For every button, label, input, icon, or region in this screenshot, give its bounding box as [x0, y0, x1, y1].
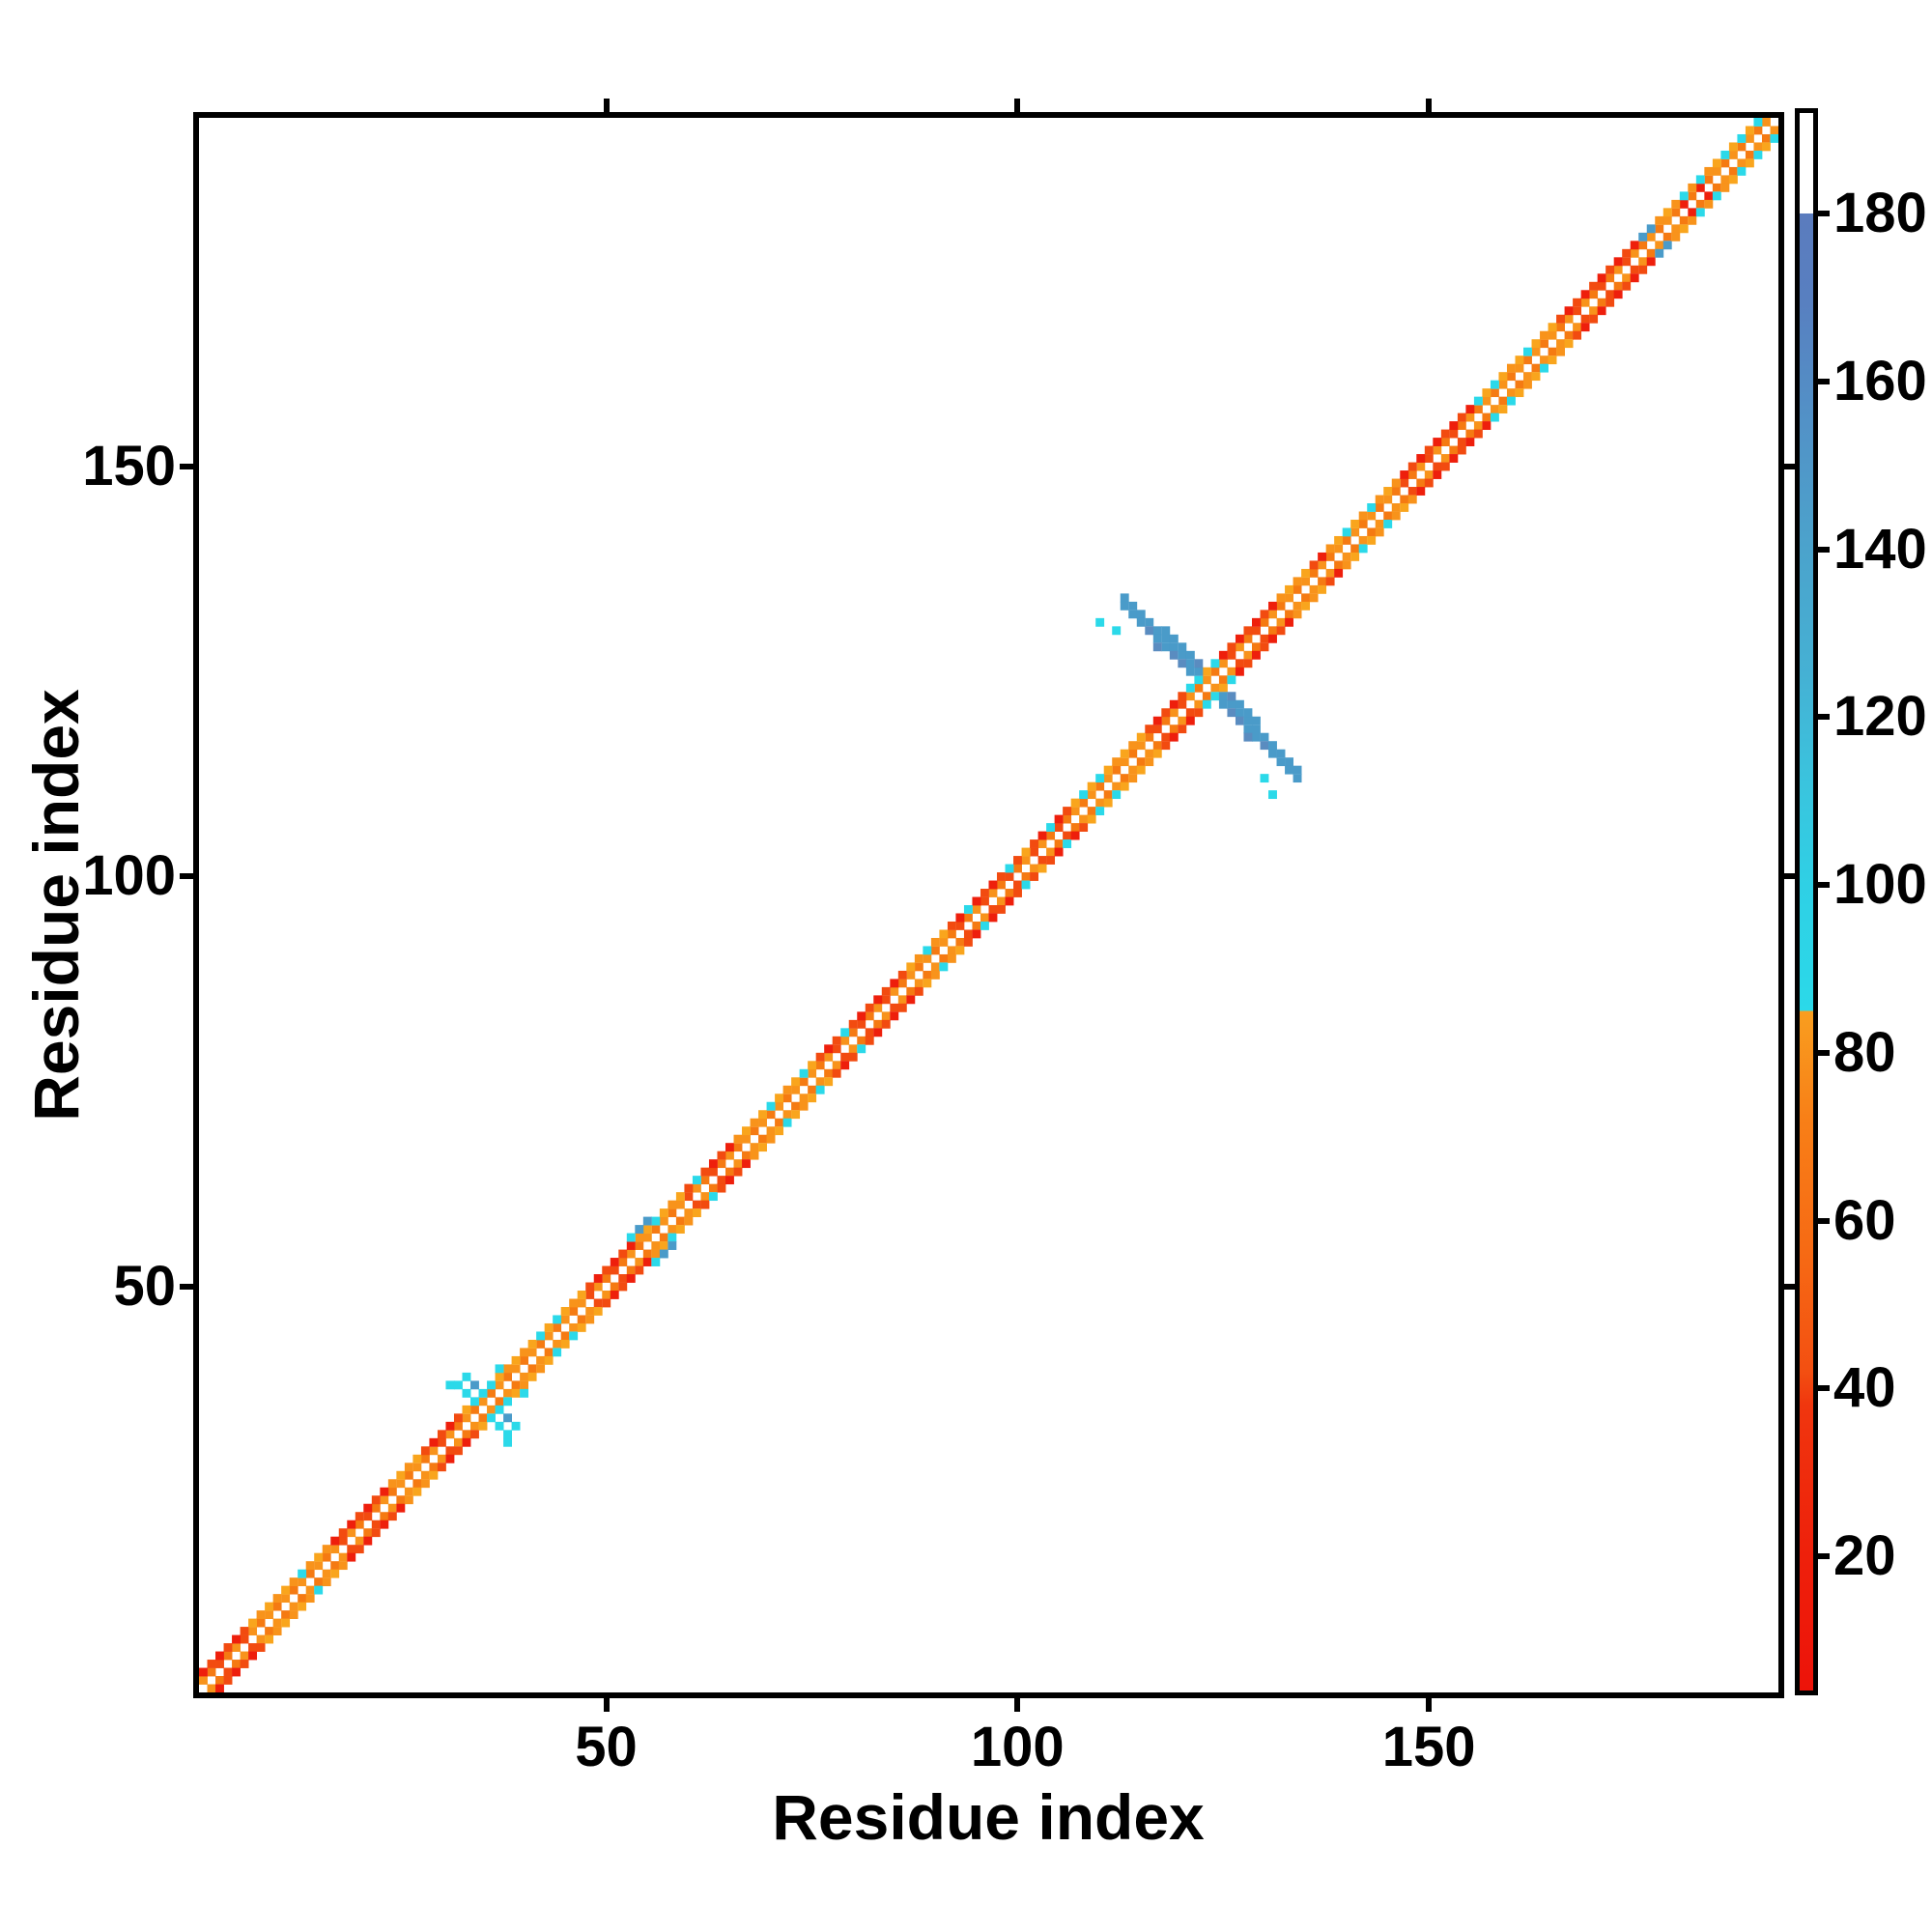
colorbar-tick-label: 40	[1833, 1356, 1896, 1420]
colorbar-tick	[1818, 211, 1830, 217]
colorbar-tick-label: 160	[1833, 349, 1927, 412]
colorbar-tick	[1818, 1217, 1830, 1224]
colorbar-tick-label: 100	[1833, 853, 1927, 917]
y-axis-tick-label: 150	[82, 434, 176, 497]
y-axis-tick-right	[1784, 1283, 1795, 1290]
x-axis-tick	[1426, 1698, 1433, 1712]
y-axis-tick	[180, 1283, 193, 1290]
x-axis-title: Residue index	[772, 1781, 1205, 1853]
colorbar-tick	[1818, 378, 1830, 384]
y-axis-tick-right	[1784, 873, 1795, 880]
x-axis-tick-label: 50	[575, 1716, 638, 1778]
colorbar-tick-label: 20	[1833, 1524, 1896, 1588]
x-axis-tick-top	[603, 99, 610, 112]
colorbar-tick	[1818, 1553, 1830, 1560]
x-axis-tick-label: 100	[970, 1716, 1065, 1778]
colorbar-tick	[1818, 714, 1830, 721]
x-axis-tick	[1014, 1698, 1021, 1712]
y-axis-tick-label: 50	[113, 1254, 176, 1318]
colorbar-gradient	[1800, 113, 1813, 1690]
x-axis-tick-label: 150	[1381, 1716, 1476, 1778]
y-axis-tick-label: 100	[82, 844, 176, 908]
y-axis-tick-right	[1784, 463, 1795, 469]
plot-area	[193, 112, 1784, 1698]
colorbar-tick-label: 80	[1833, 1020, 1896, 1084]
colorbar	[1795, 108, 1818, 1695]
colorbar-tick-label: 60	[1833, 1188, 1896, 1252]
colorbar-tick	[1818, 882, 1830, 889]
y-axis-title: Residue index	[20, 689, 92, 1122]
colorbar-tick	[1818, 1385, 1830, 1392]
x-axis-tick-top	[1426, 99, 1433, 112]
y-axis-tick	[180, 873, 193, 880]
colorbar-tick-label: 180	[1833, 182, 1927, 245]
colorbar-tick	[1818, 1049, 1830, 1056]
colorbar-tick-label: 120	[1833, 685, 1927, 749]
heatmap-canvas	[199, 118, 1778, 1692]
x-axis-tick	[603, 1698, 610, 1712]
colorbar-tick	[1818, 546, 1830, 553]
y-axis-tick	[180, 463, 193, 469]
x-axis-tick-top	[1014, 99, 1021, 112]
colorbar-tick-label: 140	[1833, 517, 1927, 581]
